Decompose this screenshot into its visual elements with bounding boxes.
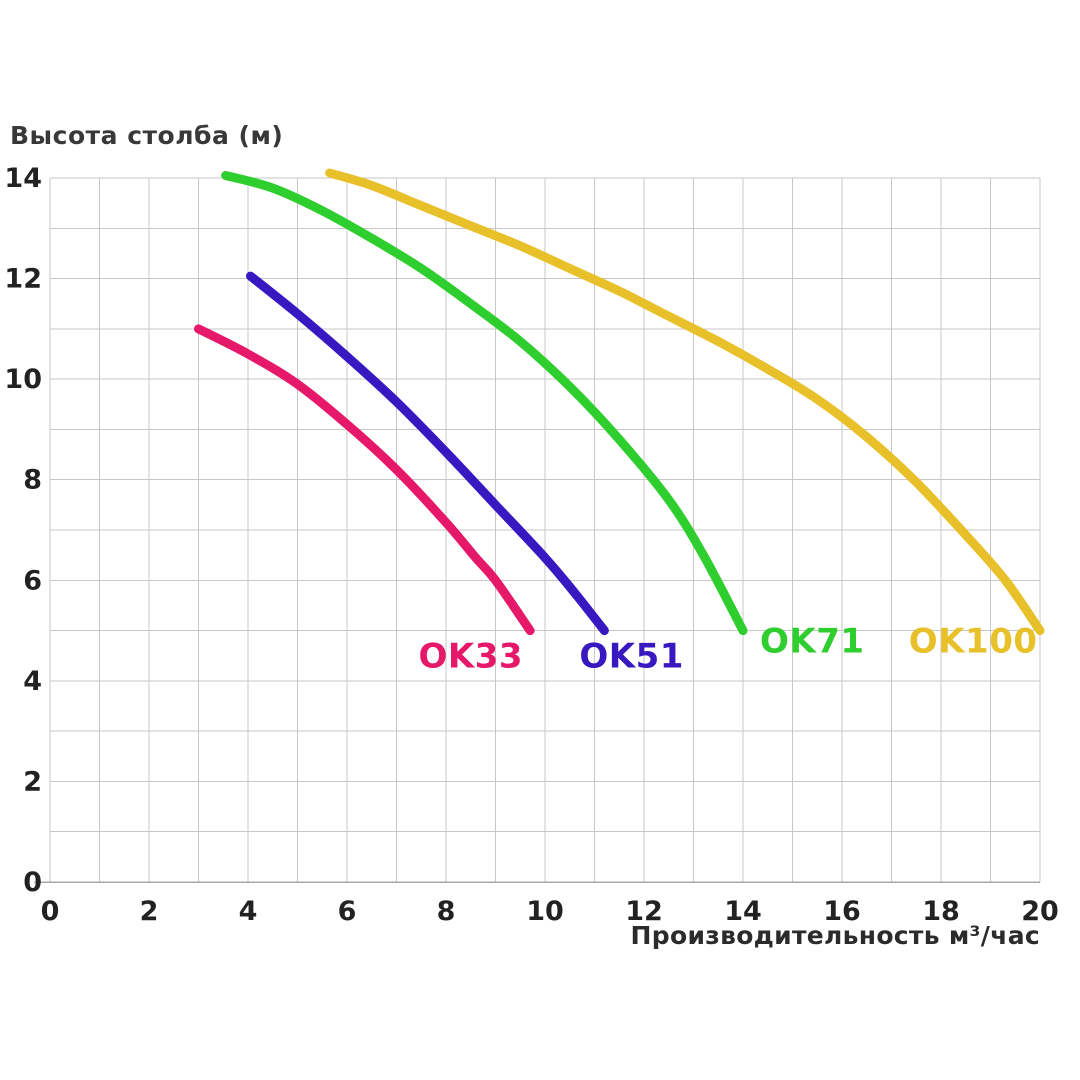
x-tick-label: 6 [338,896,357,927]
y-tick-label: 10 [4,364,42,395]
x-tick-label: 10 [526,896,564,927]
x-tick-label: 2 [140,896,159,927]
curve-label-OK33: OK33 [418,637,523,677]
x-axis-title: Производительность м³/час [630,921,1040,950]
y-tick-label: 0 [23,867,42,898]
curve-OK100 [325,168,1045,636]
curve-label-OK51: OK51 [579,637,684,677]
x-tick-label: 20 [1021,896,1059,927]
x-tick-label: 4 [239,896,258,927]
y-tick-label: 8 [23,465,42,496]
curve-OK71 [221,171,748,636]
curve-OK51 [246,271,609,636]
x-tick-label: 14 [724,896,762,927]
y-tick-label: 4 [23,666,42,697]
curve-label-OK71: OK71 [760,622,865,662]
x-tick-label: 16 [823,896,861,927]
x-tick-label: 0 [41,896,60,927]
y-axis-title: Высота столба (м) [10,121,284,150]
y-tick-label: 2 [23,766,42,797]
y-tick-label: 12 [4,264,42,295]
y-tick-label: 14 [4,163,42,194]
y-tick-label: 6 [23,565,42,596]
x-tick-label: 12 [625,896,663,927]
x-tick-label: 18 [922,896,960,927]
curve-OK33 [194,324,535,636]
x-tick-label: 8 [437,896,456,927]
curve-label-OK100: OK100 [909,622,1038,662]
